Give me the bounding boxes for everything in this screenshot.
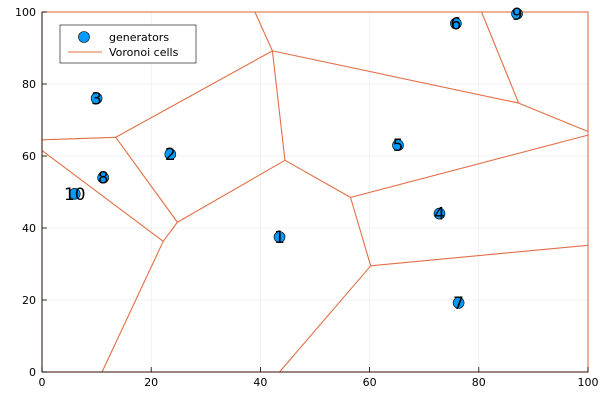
generator-point [452,297,465,309]
generator-label: 2 [165,145,176,165]
plot-frame [41,11,589,373]
y-tick-label: 80 [22,78,36,91]
generator-point [511,8,523,20]
y-tick-label: 40 [22,222,36,235]
voronoi-edge [279,265,372,373]
generator-label: 6 [450,15,461,35]
y-tick-label: 20 [22,294,36,307]
y-tick-label: 100 [15,6,36,19]
generator-labels: 1 2 3 4 5 6 7 8 9 10 [64,5,522,314]
legend-label-voronoi: Voronoi cells [109,46,179,59]
voronoi-edge [481,11,520,104]
generator-point [273,231,286,243]
generator-label: 4 [434,205,445,225]
generator-point [68,188,81,200]
legend: generators Voronoi cells [59,24,197,64]
voronoi-edge [284,159,351,198]
x-tick-label: 0 [39,376,46,389]
x-tick-label: 100 [578,376,599,389]
voronoi-edge [271,50,286,161]
generators [68,8,523,309]
x-tick-label: 20 [144,376,158,389]
generator-point [97,171,109,184]
axis-ticks: 0 20 40 60 80 100 0 20 40 60 80 100 [15,6,599,389]
x-tick-label: 40 [253,376,267,389]
voronoi-edge [101,241,164,373]
grid [41,11,589,373]
voronoi-edge [272,50,519,104]
generator-point [90,92,103,105]
generator-label: 10 [64,185,86,205]
generator-label: 9 [512,5,523,25]
voronoi-edge [370,244,589,267]
generator-point [392,139,404,151]
generator-point [164,148,177,160]
generator-point [450,17,462,30]
generator-label: 8 [98,169,109,189]
generator-point [433,207,446,220]
voronoi-edge [254,11,273,52]
voronoi-edge [41,150,164,242]
generator-label: 5 [393,136,404,156]
voronoi-bounding-box [41,11,589,373]
voronoi-edge [349,197,372,266]
voronoi-edge [518,102,589,133]
x-tick-label: 60 [363,376,377,389]
generator-label: 7 [453,294,464,314]
legend-box [59,24,197,64]
generator-label: 3 [91,89,102,109]
voronoi-edge [162,221,178,242]
legend-label-generators: generators [109,31,169,44]
voronoi-edge [41,136,116,141]
y-tick-label: 0 [29,366,36,379]
voronoi-edge [115,136,178,223]
x-tick-label: 80 [472,376,486,389]
voronoi-edge [177,159,286,223]
y-tick-label: 60 [22,150,36,163]
voronoi-edge [350,134,589,198]
voronoi-edge [115,50,273,138]
voronoi-cells [41,11,589,373]
legend-marker-generators [78,31,90,43]
generator-label: 1 [274,228,285,248]
